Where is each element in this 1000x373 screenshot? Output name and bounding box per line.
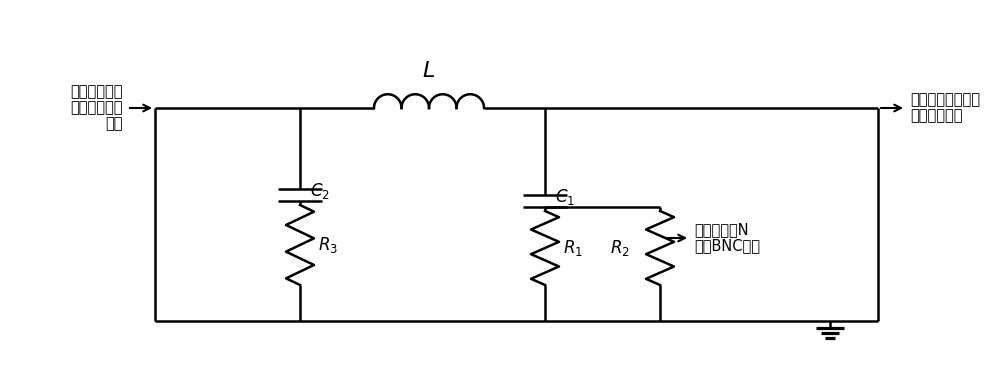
Text: 型或BNC型）: 型或BNC型） <box>694 238 760 254</box>
Text: 射频端口（N: 射频端口（N <box>694 223 749 238</box>
Text: $R_1$: $R_1$ <box>563 238 583 258</box>
Text: 口类型待定）: 口类型待定） <box>910 109 962 123</box>
Text: 电源输出接口（接: 电源输出接口（接 <box>910 93 980 107</box>
Text: $C_2$: $C_2$ <box>310 181 330 201</box>
Text: $R_2$: $R_2$ <box>610 238 630 258</box>
Text: （接口类型待: （接口类型待 <box>70 100 123 116</box>
Text: $\mathit{L}$: $\mathit{L}$ <box>422 60 436 82</box>
Text: $C_1$: $C_1$ <box>555 187 575 207</box>
Text: 定）: 定） <box>106 116 123 132</box>
Text: $R_3$: $R_3$ <box>318 235 338 255</box>
Text: 电源输入接口: 电源输入接口 <box>70 85 123 100</box>
